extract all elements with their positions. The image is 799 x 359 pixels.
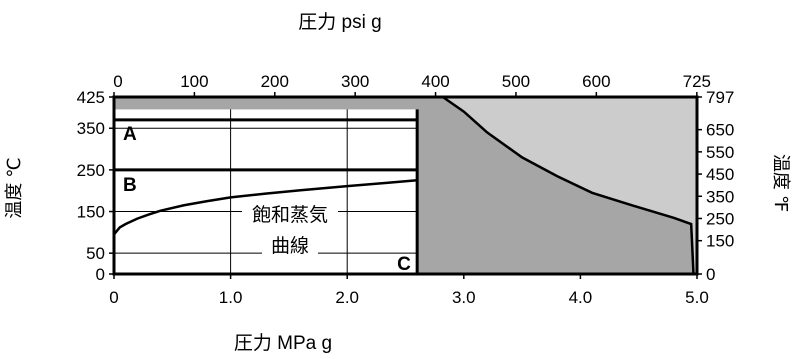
plot-frame (112, 95, 699, 276)
x2-tick-label: 500 (502, 72, 530, 91)
y2-tick-label: 797 (706, 88, 734, 107)
y2-tick-label: 450 (706, 165, 734, 184)
regions-layer (114, 97, 697, 274)
x-tick-label: 5.0 (685, 288, 709, 307)
y-tick-label: 50 (86, 244, 105, 263)
saturation-label-bg-2 (262, 232, 318, 258)
top-axis-title: 圧力 psi g (298, 11, 381, 33)
zone-label-b: B (123, 175, 137, 196)
x-tick-label: 4.0 (569, 288, 593, 307)
x-tick-label: 1.0 (219, 288, 243, 307)
x2-tick-label: 200 (261, 72, 289, 91)
lines-layer (112, 95, 699, 276)
x2-tick-label: 100 (180, 72, 208, 91)
temperature-limit-curve (442, 95, 695, 275)
saturation-curve-label-line1: 飽和蒸気 (252, 204, 328, 226)
saturation-steam-curve (113, 179, 418, 236)
x2-tick-label: 400 (421, 72, 449, 91)
y-tick-label: 350 (77, 119, 105, 138)
saturation-label-bg-1 (242, 201, 338, 227)
y-tick-label: 425 (77, 88, 105, 107)
y2-tick-label: 0 (706, 265, 715, 284)
y2-tick-label: 650 (706, 121, 734, 140)
y2-tick-label: 550 (706, 143, 734, 162)
x2-tick-label: 0 (113, 72, 122, 91)
bottom-axis-title: 圧力 MPa g (234, 332, 332, 354)
y-tick-label: 0 (96, 265, 105, 284)
right-axis-title: 温度 ℉ (771, 154, 791, 212)
x2-tick-label: 300 (341, 72, 369, 91)
zone-label-c: C (397, 254, 411, 275)
y2-tick-label: 250 (706, 209, 734, 228)
x2-tick-label: 725 (683, 72, 711, 91)
x-tick-label: 3.0 (452, 288, 476, 307)
x-tick-label: 0 (109, 288, 118, 307)
saturation-curve-label-line2: 曲線 (271, 235, 309, 257)
y2-tick-label: 150 (706, 232, 734, 251)
zone-label-a: A (123, 124, 137, 145)
y-tick-label: 250 (77, 161, 105, 180)
x-tick-label: 2.0 (335, 288, 359, 307)
x2-tick-label: 600 (582, 72, 610, 91)
y-tick-label: 150 (77, 203, 105, 222)
left-axis-title: 温度 ℃ (4, 157, 24, 218)
y2-tick-label: 350 (706, 187, 734, 206)
